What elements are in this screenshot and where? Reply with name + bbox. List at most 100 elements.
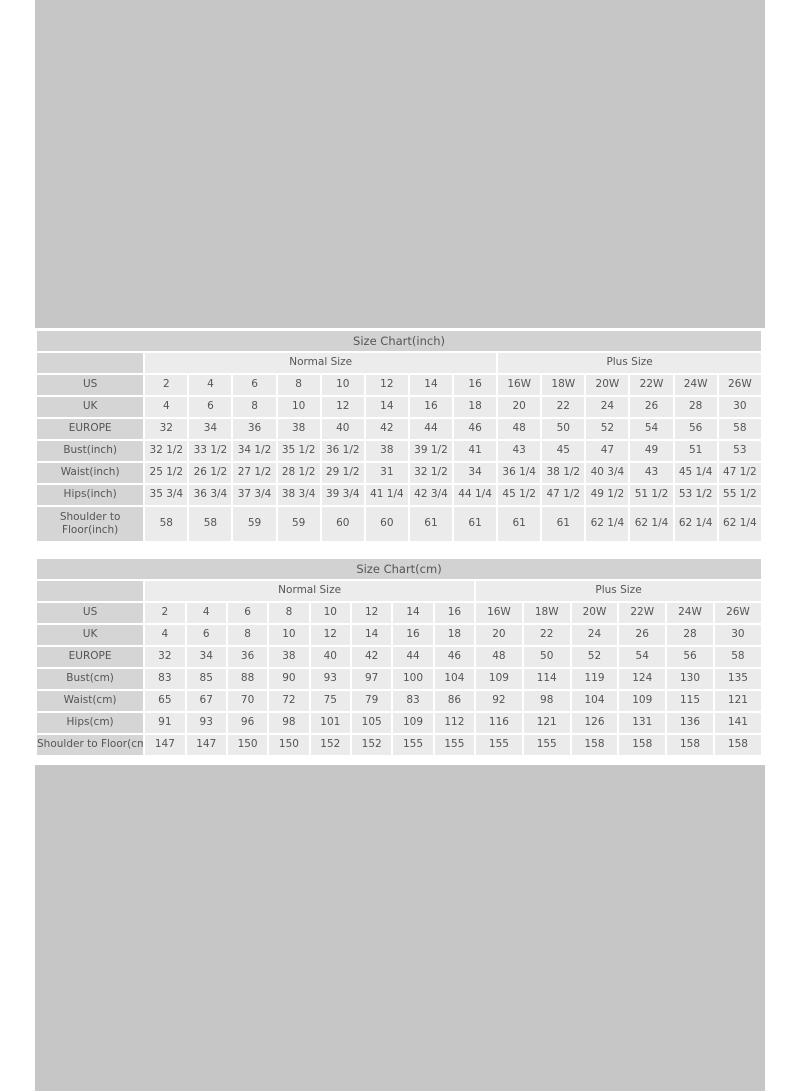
table-cell: 58	[189, 507, 232, 543]
table-cell: 28	[667, 625, 713, 647]
table-cell: 42	[365, 419, 408, 441]
table-cell: 39 3/4	[321, 485, 364, 507]
table-cell: 40 3/4	[586, 463, 629, 485]
table-cell: 39 1/2	[409, 441, 453, 463]
table-cell: 25 1/2	[145, 463, 188, 485]
table-cell: 155	[393, 735, 433, 757]
table-cell: 50	[542, 419, 585, 441]
table-cell: 155	[523, 735, 570, 757]
row-label: Shoulder to Floor(cm)	[37, 735, 144, 757]
table-cell: 83	[393, 691, 433, 713]
table-row: Bust(cm) 83 85 88 90 93 97 100 104 109 114 119 124 13…	[37, 669, 761, 691]
table-cell: 135	[714, 669, 761, 691]
table-row: Bust(inch) 32 1/2 33 1/2 34 1/2 35 1/2 36 1/2…	[37, 441, 761, 463]
table-cell: 141	[714, 713, 761, 735]
table-cell: 28	[674, 397, 717, 419]
table-cell: 53 1/2	[674, 485, 717, 507]
table-cell: 49 1/2	[586, 485, 629, 507]
table-cell: 24W	[674, 375, 717, 397]
table-cell: 114	[523, 669, 570, 691]
table-row: Shoulder to Floor(inch) 58 58 59 59 60 60 61 61 6…	[37, 507, 761, 543]
table-cell: 30	[718, 397, 761, 419]
chart-title-row: Size Chart(inch)	[37, 331, 761, 353]
table-row: Waist(inch) 25 1/2 26 1/2 27 1/2 28 1/2 29 1/…	[37, 463, 761, 485]
table-cell: 8	[227, 625, 268, 647]
table-cell: 8	[233, 397, 276, 419]
table-cell: 97	[351, 669, 392, 691]
corner-cell	[37, 353, 144, 375]
table-cell: 14	[409, 375, 453, 397]
table-cell: 62 1/4	[630, 507, 673, 543]
table-cell: 37 3/4	[233, 485, 276, 507]
table-cell: 12	[310, 625, 350, 647]
row-label: Bust(inch)	[37, 441, 144, 463]
table-cell: 46	[454, 419, 497, 441]
table-cell: 18	[454, 397, 497, 419]
table-cell: 16	[454, 375, 497, 397]
table-cell: 24	[586, 397, 629, 419]
table-cell: 124	[619, 669, 666, 691]
table-cell: 47 1/2	[542, 485, 585, 507]
table-cell: 62 1/4	[586, 507, 629, 543]
table-cell: 104	[434, 669, 475, 691]
table-row: Hips(cm) 91 93 96 98 101 105 109 112 116 121 126 131…	[37, 713, 761, 735]
group-plus-size: Plus Size	[498, 353, 761, 375]
table-cell: 45 1/2	[498, 485, 541, 507]
table-cell: 44 1/4	[454, 485, 497, 507]
table-cell: 6	[233, 375, 276, 397]
table-cell: 26	[630, 397, 673, 419]
table-cell: 47 1/2	[718, 463, 761, 485]
table-cell: 158	[714, 735, 761, 757]
table-cell: 75	[310, 691, 350, 713]
table-cell: 48	[498, 419, 541, 441]
row-label: Shoulder to Floor(inch)	[37, 507, 144, 543]
table-cell: 109	[393, 713, 433, 735]
table-cell: 34	[186, 647, 226, 669]
table-cell: 61	[454, 507, 497, 543]
table-row: US 2 4 6 8 10 12 14 16 16W 18W 20W 22W 24W 26W	[37, 375, 761, 397]
table-cell: 62 1/4	[718, 507, 761, 543]
table-cell: 6	[227, 603, 268, 625]
table-cell: 30	[714, 625, 761, 647]
table-cell: 55 1/2	[718, 485, 761, 507]
table-cell: 61	[542, 507, 585, 543]
group-plus-size: Plus Size	[476, 581, 761, 603]
table-cell: 50	[523, 647, 570, 669]
table-cell: 98	[269, 713, 309, 735]
table-cell: 119	[571, 669, 618, 691]
table-cell: 36	[233, 419, 276, 441]
table-cell: 105	[351, 713, 392, 735]
table-cell: 42	[351, 647, 392, 669]
row-label: UK	[37, 397, 144, 419]
table-cell: 56	[674, 419, 717, 441]
table-cell: 38 3/4	[277, 485, 320, 507]
table-cell: 45 1/4	[674, 463, 717, 485]
table-cell: 93	[310, 669, 350, 691]
table-cell: 147	[145, 735, 185, 757]
group-normal-size: Normal Size	[145, 581, 475, 603]
table-cell: 152	[351, 735, 392, 757]
table-cell: 131	[619, 713, 666, 735]
table-cell: 52	[571, 647, 618, 669]
table-cell: 83	[145, 669, 185, 691]
table-row: Shoulder to Floor(cm) 147 147 150 150 152 152 1…	[37, 735, 761, 757]
table-cell: 100	[393, 669, 433, 691]
table-cell: 92	[476, 691, 522, 713]
table-cell: 49	[630, 441, 673, 463]
table-cell: 56	[667, 647, 713, 669]
table-row: EUROPE 32 34 36 38 40 42 44 46 48 50 52 54 56 58	[37, 647, 761, 669]
table-cell: 35 1/2	[277, 441, 320, 463]
table-cell: 155	[476, 735, 522, 757]
table-cell: 22W	[619, 603, 666, 625]
table-cell: 59	[233, 507, 276, 543]
table-row: US 2 4 6 8 10 12 14 16 16W 18W 20W 22W 24W 26W	[37, 603, 761, 625]
table-cell: 26W	[718, 375, 761, 397]
row-label: UK	[37, 625, 144, 647]
chart-title: Size Chart(cm)	[37, 559, 761, 581]
table-cell: 22	[542, 397, 585, 419]
table-cell: 155	[434, 735, 475, 757]
table-cell: 104	[571, 691, 618, 713]
table-cell: 27 1/2	[233, 463, 276, 485]
table-cell: 20	[498, 397, 541, 419]
table-cell: 109	[619, 691, 666, 713]
